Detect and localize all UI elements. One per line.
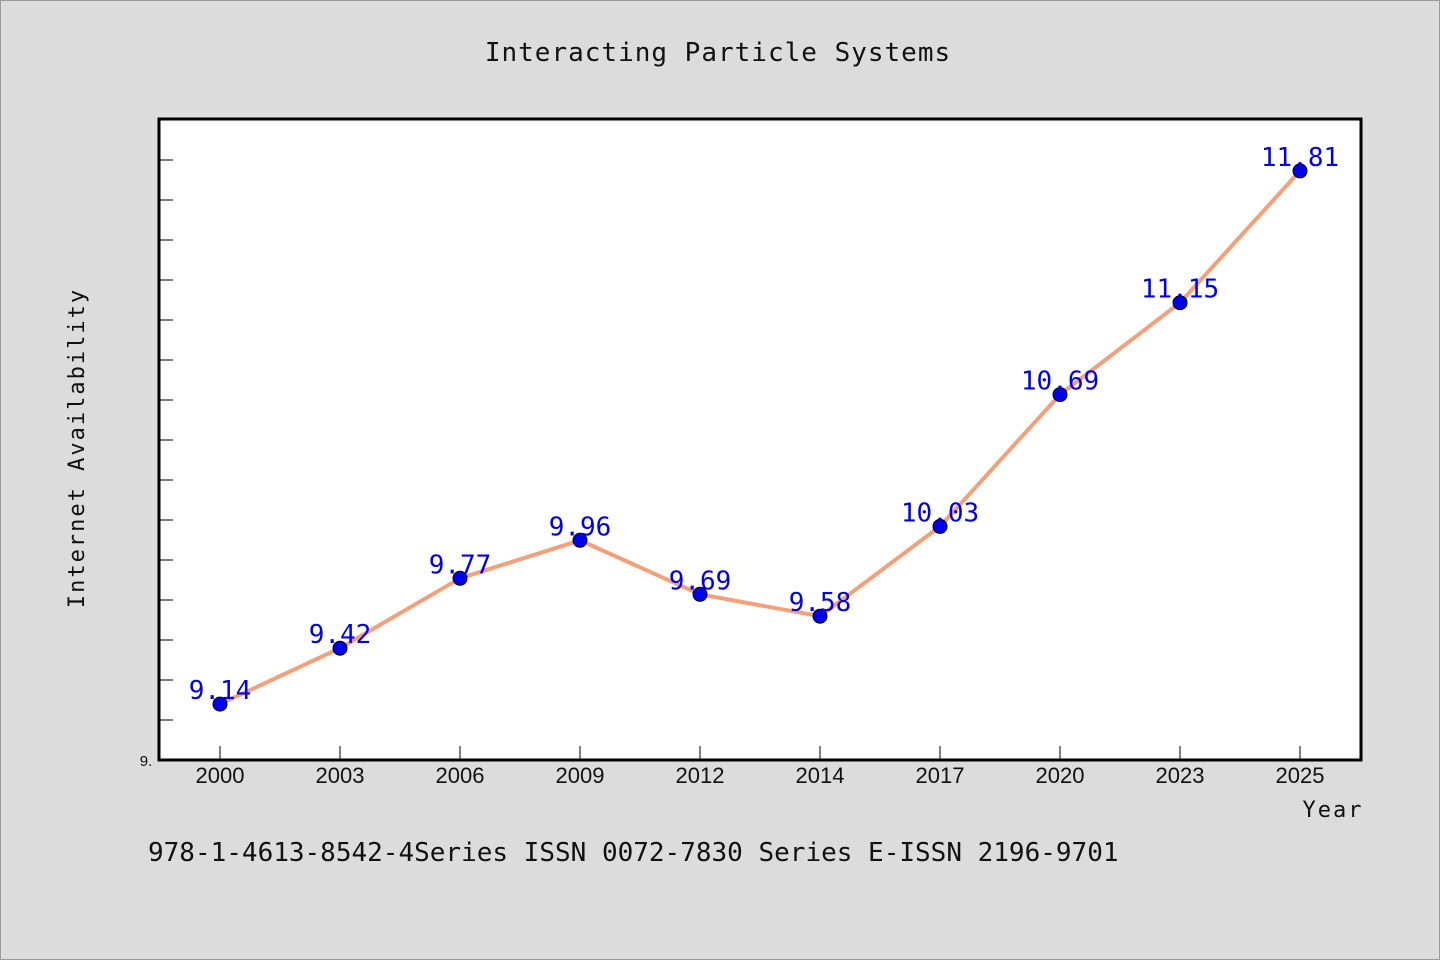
data-label: 9.77 — [429, 550, 492, 580]
x-tick-label: 2017 — [916, 763, 965, 788]
x-axis-tick-labels: 2000 2003 2006 2009 2012 2014 2017 2020 2023 2025 — [196, 763, 1325, 788]
y-axis-ticks — [159, 159, 173, 721]
data-point — [812, 608, 828, 624]
data-point — [692, 586, 708, 602]
data-point — [1292, 163, 1308, 179]
x-tick-label: 2020 — [1036, 763, 1085, 788]
x-tick-label: 2014 — [796, 763, 845, 788]
series-markers — [212, 163, 1308, 712]
x-axis-ticks — [219, 746, 1301, 760]
chart-title: Interacting Particle Systems — [485, 38, 951, 68]
data-point — [1052, 387, 1068, 403]
y-tick-label: 9. — [140, 753, 153, 770]
x-axis-label: Year — [1303, 798, 1364, 823]
data-label: 10.69 — [1021, 367, 1099, 397]
data-point — [212, 696, 228, 712]
data-point — [332, 640, 348, 656]
data-label: 9.14 — [189, 676, 252, 706]
data-labels: 9.14 9.42 9.77 9.96 9.69 9.58 10.03 10.69 11.15 1… — [189, 143, 1339, 706]
data-point — [1172, 295, 1188, 311]
x-tick-label: 2006 — [436, 763, 485, 788]
data-point — [932, 518, 948, 534]
x-tick-label: 2025 — [1276, 763, 1325, 788]
data-label: 9.69 — [669, 566, 732, 596]
x-tick-label: 2009 — [556, 763, 605, 788]
data-label: 10.03 — [901, 498, 979, 528]
plot-area — [157, 117, 1363, 762]
series-line — [219, 169, 1302, 706]
x-tick-label: 2023 — [1156, 763, 1205, 788]
data-label: 11.15 — [1141, 275, 1219, 305]
data-label: 9.42 — [309, 620, 372, 650]
data-label: 9.96 — [549, 512, 612, 542]
data-label: 9.58 — [789, 588, 852, 618]
data-point — [452, 570, 468, 586]
x-tick-label: 2000 — [196, 763, 245, 788]
x-tick-label: 2012 — [676, 763, 725, 788]
y-axis-label: Internet Availability — [65, 288, 90, 608]
x-tick-label: 2003 — [316, 763, 365, 788]
data-point — [572, 532, 588, 548]
footer-text: 978-1-4613-8542-4Series ISSN 0072-7830 S… — [148, 838, 1119, 868]
data-label: 11.81 — [1261, 143, 1339, 173]
